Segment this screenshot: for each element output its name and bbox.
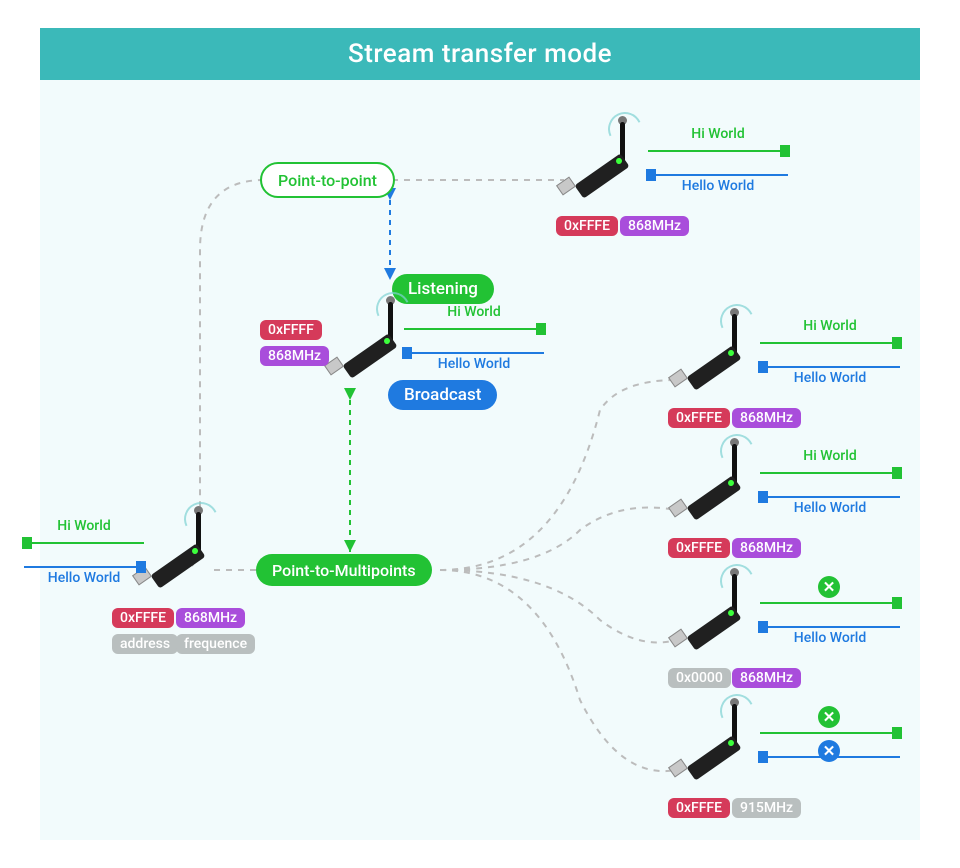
pill-point-to-point: Point-to-point: [260, 162, 395, 198]
device-r3: [676, 572, 756, 668]
x-icon-r3-tx: ✕: [818, 576, 840, 598]
chip-label-frequence: frequence: [176, 634, 255, 654]
title-bar: Stream transfer mode: [40, 28, 920, 80]
chip-label-address: address: [112, 634, 178, 654]
chip-r1-freq: 868MHz: [732, 408, 801, 428]
chip-center-addr: 0xFFFF: [260, 320, 322, 340]
device-left: [140, 510, 220, 606]
device-r2: [676, 442, 756, 538]
chip-r3-addr: 0x0000: [668, 668, 731, 688]
pill-p2p-label: Point-to-point: [278, 171, 377, 190]
chip-top-addr: 0xFFFE: [556, 216, 618, 236]
pill-point-to-multipoints: Point-to-Multipoints: [256, 554, 432, 586]
txrx-r2: Hi World Hello World: [760, 464, 900, 506]
txrx-center: Hi World Hello World: [404, 320, 544, 362]
diagram-canvas: Point-to-point Listening Broadcast Point…: [40, 80, 920, 840]
chip-top-freq: 868MHz: [620, 216, 689, 236]
chip-r2-addr: 0xFFFE: [668, 538, 730, 558]
pill-p2m-label: Point-to-Multipoints: [272, 561, 416, 580]
chip-r2-freq: 868MHz: [732, 538, 801, 558]
txrx-r1: Hi World Hello World: [760, 334, 900, 376]
chip-r4-addr: 0xFFFE: [668, 798, 730, 818]
pill-listening-label: Listening: [408, 279, 478, 299]
chip-r3-freq: 868MHz: [732, 668, 801, 688]
title-text: Stream transfer mode: [348, 39, 612, 69]
x-icon-r4-rx: ✕: [818, 740, 840, 762]
chip-r1-addr: 0xFFFE: [668, 408, 730, 428]
x-icon-r4-tx: ✕: [818, 706, 840, 728]
chip-center-freq: 868MHz: [260, 346, 329, 366]
txrx-r3: Hello World: [760, 594, 900, 636]
device-r1: [676, 312, 756, 408]
pill-broadcast-label: Broadcast: [404, 385, 481, 405]
txrx-left: Hi World Hello World: [24, 534, 144, 576]
chip-left-addr: 0xFFFE: [112, 608, 174, 628]
device-center: [332, 300, 412, 396]
chip-left-freq: 868MHz: [176, 608, 245, 628]
device-r4: [676, 702, 756, 798]
device-top: [564, 120, 644, 216]
chip-r4-freq: 915MHz: [732, 798, 801, 818]
txrx-top: Hi World Hello World: [648, 142, 788, 184]
